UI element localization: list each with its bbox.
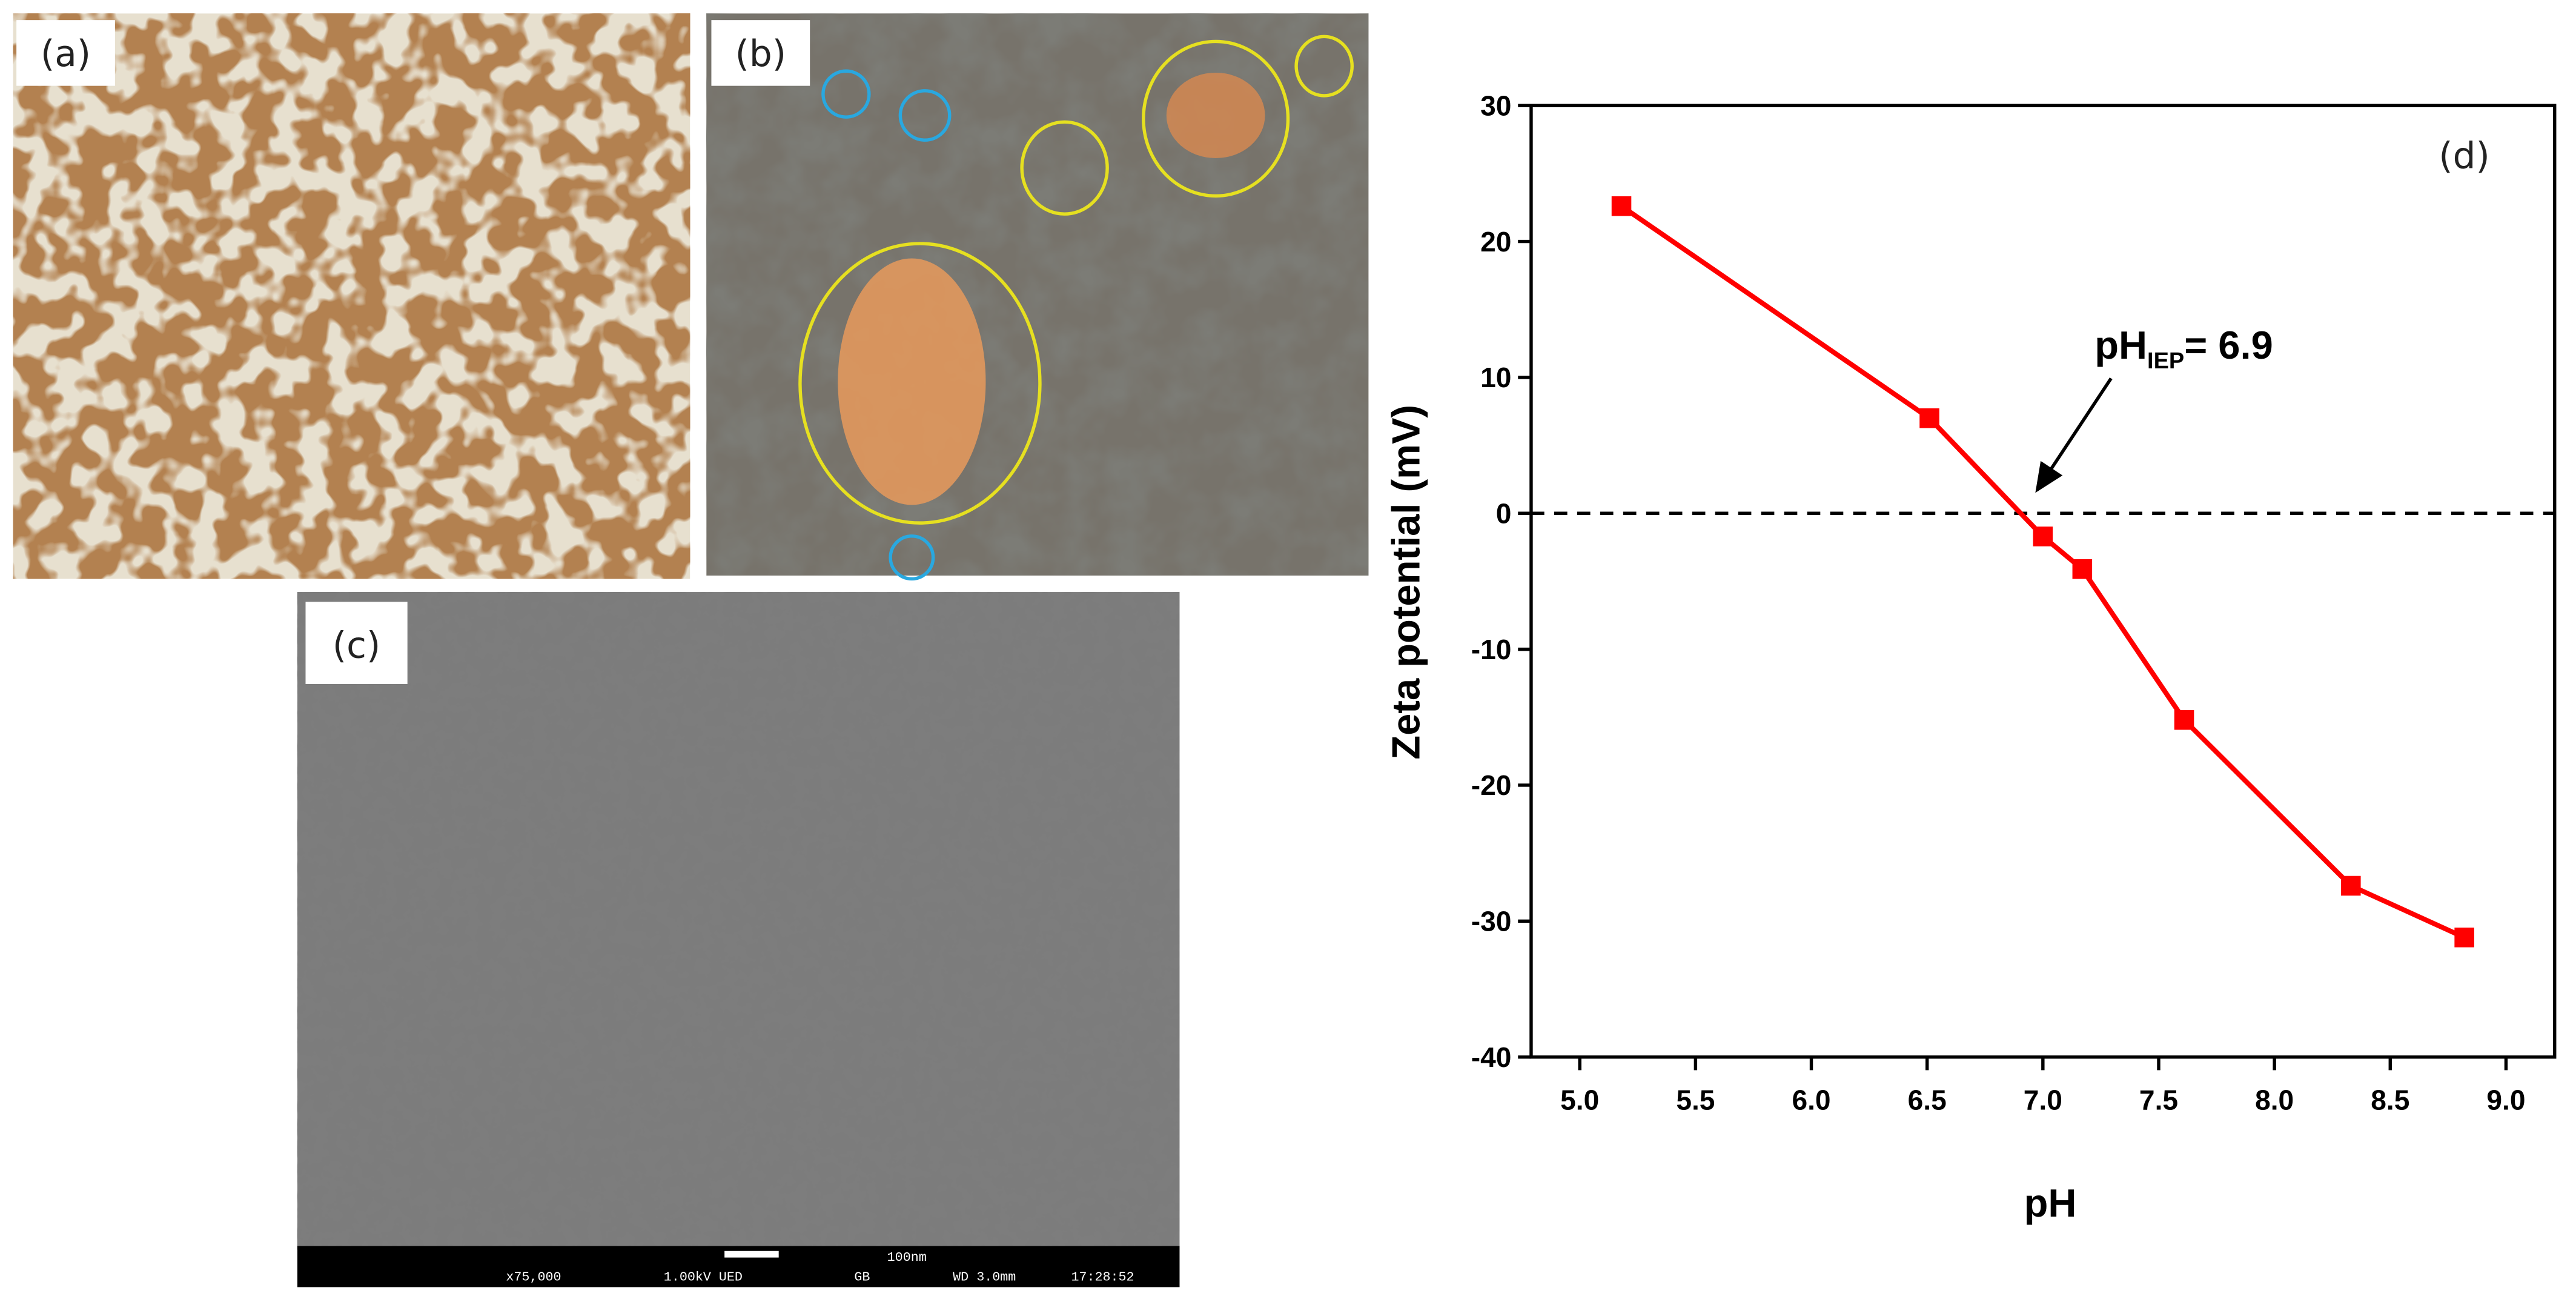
x-tick-label: 5.5 (1676, 1084, 1715, 1115)
data-point (2454, 927, 2474, 948)
particle (1166, 72, 1265, 159)
highlight-circle (1020, 120, 1109, 216)
bubble-circle (889, 534, 935, 581)
panel-label: (b) (735, 33, 786, 75)
data-point (2033, 527, 2053, 547)
panel-label: (d) (2439, 135, 2489, 177)
voltage: 1.00kV UED (664, 1270, 743, 1285)
scale-bar (724, 1251, 779, 1258)
y-axis-label: Zeta potential (mV) (1383, 405, 1428, 760)
series-line (1620, 204, 2466, 940)
x-tick-label: 8.0 (2255, 1084, 2294, 1115)
panel-label: (a) (41, 33, 91, 75)
x-tick-label: 8.5 (2371, 1084, 2409, 1115)
x-tick-label: 7.0 (2024, 1084, 2062, 1115)
y-tick-label: -20 (1471, 769, 1512, 801)
data-point (1611, 196, 1632, 216)
data-point (2341, 875, 2361, 896)
annotation: pHIEP= 6.9 (2094, 323, 2273, 374)
x-axis-label: pH (2024, 1181, 2077, 1225)
scale-text: 100nm (887, 1250, 927, 1265)
highlight-circle (1294, 35, 1354, 98)
label-bg (305, 602, 408, 684)
working-distance: WD 3.0mm (953, 1270, 1016, 1285)
annotation-text: pH (2094, 323, 2147, 367)
y-tick-label: 20 (1480, 226, 1511, 257)
micrograph-c-texture (297, 592, 1180, 1250)
data-point (2174, 710, 2194, 730)
x-tick-label: 6.0 (1792, 1084, 1830, 1115)
y-tick-label: 0 (1496, 498, 1512, 530)
x-tick-label: 6.5 (1908, 1084, 1947, 1115)
annotation-subscript: IEP (2147, 348, 2184, 374)
annotation-arrow (2035, 377, 2113, 493)
y-tick-label: 10 (1480, 362, 1511, 393)
x-tick-label: 9.0 (2486, 1084, 2525, 1115)
micrograph-b-texture (706, 13, 1369, 576)
data-point (2072, 559, 2093, 579)
x-tick-label: 7.5 (2139, 1084, 2178, 1115)
label-bg (16, 20, 115, 86)
panel-c: 100nm x75,000 1.00kV UED GB WD 3.0mm 17:… (297, 592, 1180, 1287)
panel-b: (b) (706, 13, 1369, 581)
mode: GB (854, 1270, 870, 1285)
micrograph-a-texture (13, 13, 690, 579)
time: 17:28:52 (1071, 1270, 1134, 1285)
y-tick-label: -10 (1471, 634, 1512, 665)
y-tick-label: -30 (1471, 906, 1512, 937)
panel-label: (c) (333, 625, 380, 667)
particle (838, 258, 986, 505)
bubble-circle (821, 69, 871, 119)
x-tick-label: 5.0 (1560, 1084, 1599, 1115)
panel-a: (a) (13, 13, 690, 579)
bubble-circle (898, 89, 952, 142)
label-bg (711, 20, 810, 86)
highlight-circle (798, 242, 1042, 525)
highlight-circle (1142, 39, 1290, 198)
magnification: x75,000 (506, 1270, 561, 1285)
y-tick-label: -40 (1471, 1042, 1512, 1073)
y-tick-label: 30 (1480, 90, 1511, 121)
annotation-suffix: = 6.9 (2184, 323, 2273, 367)
data-point (1919, 408, 1939, 428)
chart: (d) pH Zeta potential (mV) -40 -30 -20 -10 0… (1383, 90, 2557, 1225)
